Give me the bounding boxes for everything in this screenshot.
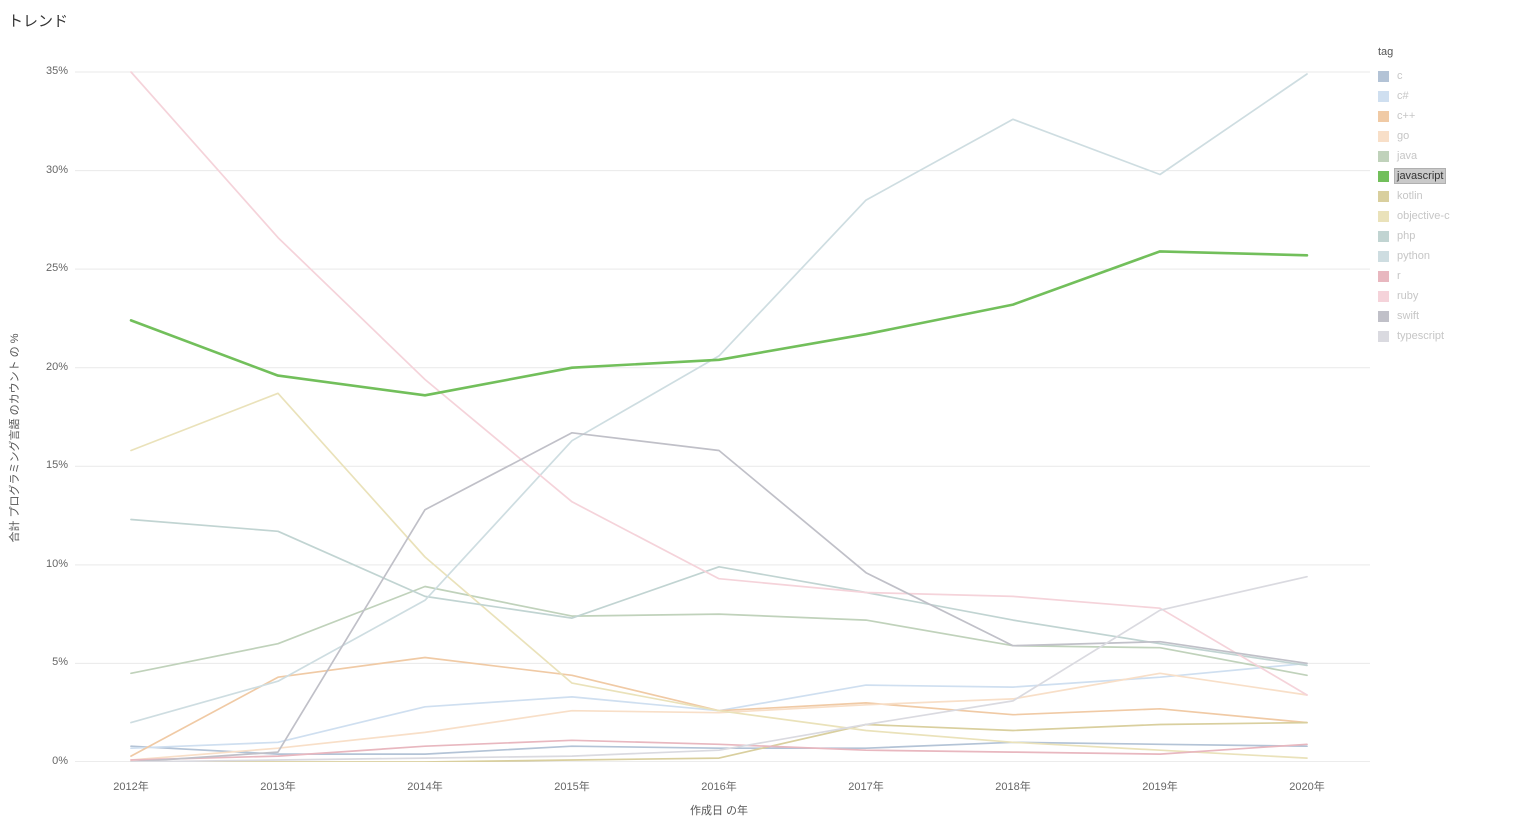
series-line-objective-c[interactable] bbox=[130, 392, 1308, 759]
series-line-javascript[interactable] bbox=[129, 250, 1309, 397]
y-axis-title: 合計 プログラミング言語 のカウント の % bbox=[9, 333, 21, 543]
legend-item-typescript[interactable]: typescript bbox=[1378, 326, 1514, 346]
series-line-php[interactable] bbox=[130, 518, 1308, 667]
series-line-ruby[interactable] bbox=[130, 71, 1308, 696]
series-line-swift[interactable] bbox=[130, 431, 1308, 762]
y-tick-label: 0% bbox=[52, 755, 68, 767]
legend-label: objective-c bbox=[1397, 210, 1450, 222]
legend-item-java[interactable]: java bbox=[1378, 146, 1514, 166]
x-tick-label: 2018年 bbox=[995, 781, 1031, 793]
legend-swatch-java bbox=[1378, 150, 1389, 162]
legend-item-c[interactable]: c bbox=[1378, 66, 1514, 86]
legend-swatch-objective-c bbox=[1378, 210, 1389, 222]
legend-item-php[interactable]: php bbox=[1378, 226, 1514, 246]
legend-label: c bbox=[1397, 70, 1403, 82]
legend-label: ruby bbox=[1397, 290, 1419, 302]
series-line-r[interactable] bbox=[130, 739, 1308, 761]
x-axis-title: 作成日 の年 bbox=[689, 805, 749, 817]
legend-swatch-kotlin bbox=[1378, 190, 1389, 202]
plot-area bbox=[75, 40, 1370, 762]
x-tick-label: 2015年 bbox=[554, 781, 590, 793]
legend-swatch-swift bbox=[1378, 310, 1389, 322]
legend-item-python[interactable]: python bbox=[1378, 246, 1514, 266]
legend-item-go[interactable]: go bbox=[1378, 126, 1514, 146]
y-tick-label: 10% bbox=[45, 557, 68, 570]
y-tick-label: 5% bbox=[52, 656, 68, 669]
legend-label: python bbox=[1397, 250, 1431, 262]
series-line-c[interactable] bbox=[130, 741, 1308, 755]
x-tick-label: 2019年 bbox=[1142, 781, 1178, 793]
legend-label: php bbox=[1397, 230, 1416, 242]
legend-label: c# bbox=[1397, 90, 1409, 102]
series-line-python[interactable] bbox=[130, 73, 1308, 724]
x-tick-label: 2013年 bbox=[260, 781, 296, 793]
legend-label: c++ bbox=[1397, 110, 1416, 122]
legend-label: swift bbox=[1397, 310, 1419, 322]
legend-item-r[interactable]: r bbox=[1378, 266, 1514, 286]
legend-item-objective-c[interactable]: objective-c bbox=[1378, 206, 1514, 226]
x-tick-label: 2012年 bbox=[113, 781, 149, 793]
legend-item-c#[interactable]: c# bbox=[1378, 86, 1514, 106]
legend-swatch-php bbox=[1378, 230, 1389, 242]
legend-label: typescript bbox=[1397, 330, 1445, 342]
legend-swatch-c# bbox=[1378, 90, 1389, 102]
y-tick-label: 30% bbox=[45, 163, 68, 176]
legend: tag c c# c++ go java javascript kotlin objectiv… bbox=[1378, 46, 1514, 346]
page-title: トレンド bbox=[8, 13, 69, 30]
series-line-c++[interactable] bbox=[130, 656, 1308, 757]
legend-item-swift[interactable]: swift bbox=[1378, 306, 1514, 326]
legend-item-javascript[interactable]: javascript bbox=[1378, 166, 1514, 186]
series-line-java[interactable] bbox=[130, 585, 1308, 677]
series-line-typescript[interactable] bbox=[130, 575, 1308, 762]
legend-label: java bbox=[1397, 150, 1418, 162]
legend-label: kotlin bbox=[1397, 190, 1423, 202]
legend-swatch-r bbox=[1378, 270, 1389, 282]
x-tick-label: 2014年 bbox=[407, 781, 443, 793]
legend-label: javascript bbox=[1393, 168, 1447, 184]
series-line-go[interactable] bbox=[130, 672, 1308, 761]
legend-swatch-go bbox=[1378, 130, 1389, 142]
y-tick-label: 15% bbox=[45, 459, 68, 472]
y-tick-label: 20% bbox=[45, 360, 68, 373]
legend-title: tag bbox=[1378, 46, 1394, 58]
legend-items: c c# c++ go java javascript kotlin objective-c p… bbox=[1378, 66, 1514, 346]
legend-swatch-ruby bbox=[1378, 290, 1389, 302]
x-tick-label: 2020年 bbox=[1289, 781, 1325, 793]
series-line-kotlin[interactable] bbox=[130, 721, 1308, 762]
legend-item-ruby[interactable]: ruby bbox=[1378, 286, 1514, 306]
legend-swatch-javascript bbox=[1378, 170, 1389, 182]
y-tick-label: 25% bbox=[45, 262, 68, 275]
x-tick-label: 2017年 bbox=[848, 781, 884, 793]
legend-swatch-c++ bbox=[1378, 110, 1389, 122]
legend-item-c++[interactable]: c++ bbox=[1378, 106, 1514, 126]
legend-swatch-python bbox=[1378, 250, 1389, 262]
legend-label: r bbox=[1397, 270, 1401, 282]
legend-swatch-c bbox=[1378, 70, 1389, 82]
legend-item-kotlin[interactable]: kotlin bbox=[1378, 186, 1514, 206]
x-tick-label: 2016年 bbox=[701, 781, 737, 793]
y-tick-label: 35% bbox=[45, 65, 68, 77]
legend-label: go bbox=[1397, 130, 1410, 142]
series-line-c#[interactable] bbox=[130, 662, 1308, 750]
plot-svg bbox=[75, 71, 1370, 762]
legend-swatch-typescript bbox=[1378, 330, 1389, 342]
